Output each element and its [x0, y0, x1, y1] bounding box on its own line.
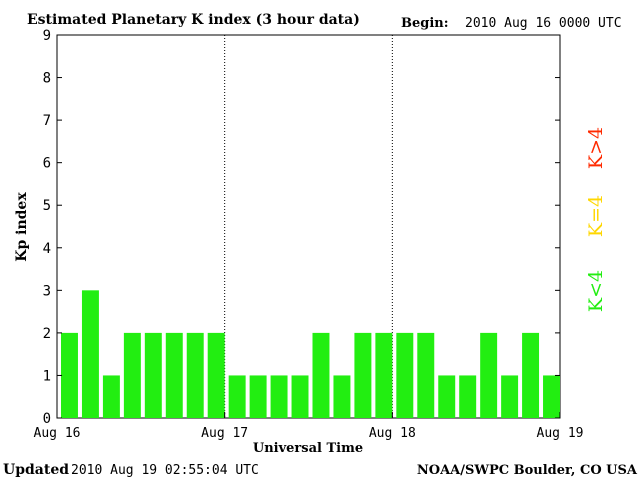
bar-6: [186, 332, 204, 418]
x-tick-label-0: Aug 16: [34, 426, 81, 441]
legend-item-1: K=4: [585, 195, 607, 237]
legend-item-0: K>4: [585, 127, 607, 169]
y-tick-label-7: 7: [43, 113, 51, 129]
bar-2: [102, 375, 120, 418]
updated-label: Updated: [3, 462, 69, 478]
y-axis: 0 1 2 3 4 5 6 7 8 9: [43, 28, 560, 427]
bar-0: [61, 332, 78, 418]
y-tick-label-3: 3: [43, 283, 51, 299]
bar-9: [249, 375, 267, 418]
chart-title: Estimated Planetary K index (3 hour data…: [27, 12, 360, 28]
bar-21: [501, 375, 519, 418]
bar-4: [144, 332, 162, 418]
bar-20: [480, 332, 498, 418]
begin-value: 2010 Aug 16 0000 UTC: [465, 16, 622, 31]
bar-18: [438, 375, 456, 418]
bar-13: [333, 375, 351, 418]
bar-23: [543, 375, 560, 418]
bar-14: [354, 332, 372, 418]
bar-10: [270, 375, 288, 418]
y-tick-label-2: 2: [43, 326, 51, 342]
y-tick-label-5: 5: [43, 198, 51, 214]
bar-19: [459, 375, 477, 418]
x-tick-label-2: Aug 18: [369, 426, 416, 441]
x-tick-label-1: Aug 17: [201, 426, 248, 441]
bar-5: [165, 332, 183, 418]
bar-15: [375, 332, 393, 418]
y-tick-label-1: 1: [43, 368, 51, 384]
day-separators: [224, 35, 393, 418]
bar-12: [312, 332, 330, 418]
bar-3: [123, 332, 141, 418]
bar-1: [81, 290, 99, 418]
bar-7: [207, 332, 225, 418]
bars: [61, 290, 560, 418]
x-axis-title: Universal Time: [253, 441, 363, 456]
y-tick-label-4: 4: [43, 241, 51, 257]
y-tick-label-6: 6: [43, 156, 51, 172]
bar-16: [396, 332, 414, 418]
begin-label: Begin:: [401, 16, 449, 31]
bar-22: [522, 332, 540, 418]
y-tick-label-0: 0: [43, 411, 51, 427]
source-credit: NOAA/SWPC Boulder, CO USA: [417, 463, 638, 478]
bar-11: [291, 375, 309, 418]
y-tick-label-9: 9: [43, 28, 51, 44]
x-tick-label-3: Aug 19: [537, 426, 584, 441]
y-tick-label-8: 8: [43, 71, 51, 87]
bar-17: [417, 332, 435, 418]
legend-item-2: K<4: [585, 270, 607, 312]
x-axis: Aug 16 Aug 17 Aug 18 Aug 19: [34, 412, 584, 441]
bar-8: [228, 375, 246, 418]
legend: K>4 K=4 K<4: [585, 127, 607, 312]
updated-value: 2010 Aug 19 02:55:04 UTC: [71, 463, 259, 478]
y-axis-title: Kp index: [14, 192, 30, 262]
